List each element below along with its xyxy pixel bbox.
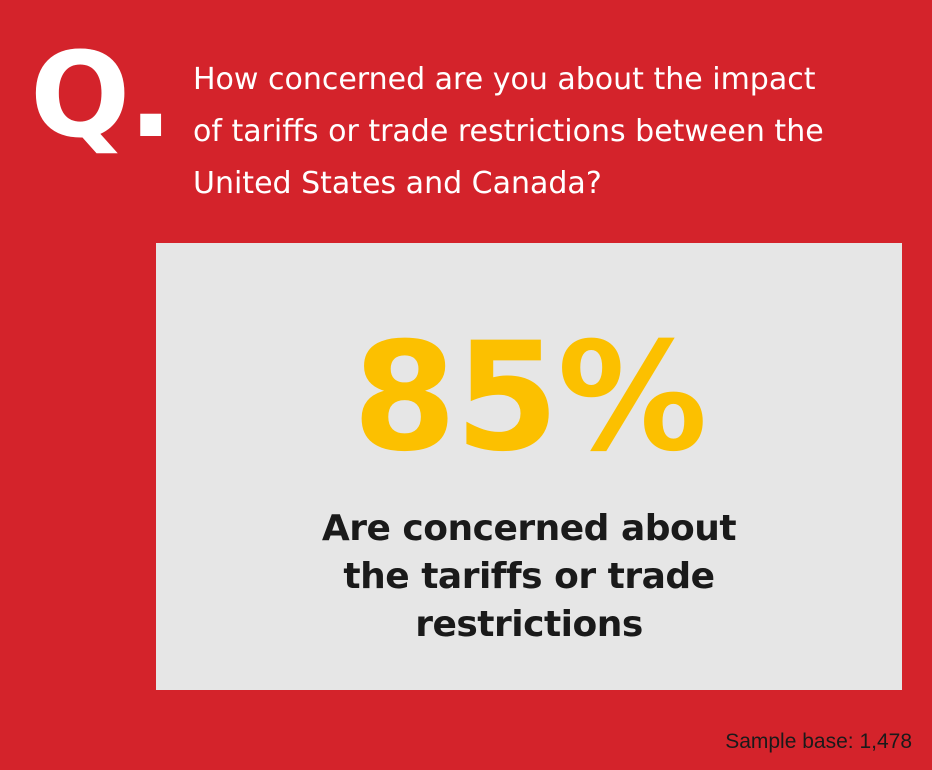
question-line-1: How concerned are you about the impact bbox=[193, 62, 816, 97]
stat-caption-line-3: restrictions bbox=[415, 604, 643, 645]
sample-base-note: Sample base: 1,478 bbox=[725, 730, 912, 753]
stat-card: 85% Are concerned about the tariffs or t… bbox=[156, 243, 902, 690]
question-text: How concerned are you about the impact o… bbox=[193, 54, 893, 210]
question-line-3: United States and Canada? bbox=[193, 166, 602, 201]
question-mark-logo: Q. bbox=[30, 26, 173, 164]
stat-percentage: 85% bbox=[352, 311, 707, 485]
stat-caption-line-1: Are concerned about bbox=[321, 508, 737, 549]
stat-caption-line-2: the tariffs or trade bbox=[343, 556, 715, 597]
question-line-2: of tariffs or trade restrictions between… bbox=[193, 114, 824, 149]
stat-caption: Are concerned about the tariffs or trade… bbox=[156, 505, 902, 649]
